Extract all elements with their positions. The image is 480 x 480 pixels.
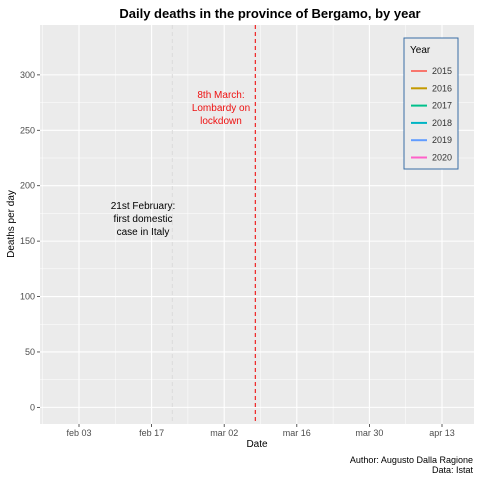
legend-label-2020: 2020 [432, 153, 452, 163]
annotation-line: 8th March: [197, 90, 244, 101]
legend-box [403, 37, 459, 170]
x-tick-label: feb 03 [66, 428, 91, 438]
x-tick-label: mar 30 [355, 428, 383, 438]
legend-label-2015: 2015 [432, 66, 452, 76]
y-tick-label: 200 [20, 181, 35, 191]
y-tick-label: 150 [20, 236, 35, 246]
legend-title: Year [410, 45, 431, 56]
annotation-line: case in Italy [117, 227, 170, 238]
annotations: 21st February: first domestic case in Ital… [111, 90, 250, 238]
annotation-line: lockdown [200, 116, 242, 127]
x-tick-label: mar 02 [210, 428, 238, 438]
annotation-1: 21st February: first domestic case in Ital… [111, 201, 175, 238]
annotation-line: 21st February: [111, 201, 175, 212]
legend-label-2018: 2018 [432, 118, 452, 128]
legend: Year 2015 2016 2017 2018 2019 2020 [403, 37, 459, 170]
grid [40, 25, 474, 424]
legend-label-2017: 2017 [432, 101, 452, 111]
y-tick-label: 300 [20, 70, 35, 80]
y-axis: 0 50 100 150 200 250 300 [20, 70, 40, 412]
annotation-line: Lombardy on [192, 103, 250, 114]
x-tick-label: feb 17 [139, 428, 164, 438]
legend-items: 2015 2016 2017 2018 2019 2020 [411, 66, 452, 163]
x-tick-label: apr 13 [429, 428, 455, 438]
x-axis: feb 03 feb 17 mar 02 mar 16 mar 30 apr 13 [66, 424, 455, 438]
reference-lines [171, 25, 256, 424]
annotation-2: 8th March: Lombardy on lockdown [192, 90, 250, 127]
x-tick-label: mar 16 [283, 428, 311, 438]
y-tick-label: 100 [20, 292, 35, 302]
x-axis-title: Date [246, 439, 268, 450]
chart-title: Daily deaths in the province of Bergamo,… [119, 6, 420, 21]
legend-label-2019: 2019 [432, 135, 452, 145]
caption-author: Author: Augusto Dalla Ragione [350, 455, 473, 465]
annotation-line: first domestic [114, 214, 173, 225]
legend-label-2016: 2016 [432, 83, 452, 93]
y-tick-label: 250 [20, 125, 35, 135]
plot-panel [40, 25, 474, 424]
y-axis-title: Deaths per day [6, 190, 17, 258]
y-tick-label: 50 [25, 347, 35, 357]
y-tick-label: 0 [30, 402, 35, 412]
caption-data: Data: Istat [432, 465, 474, 475]
